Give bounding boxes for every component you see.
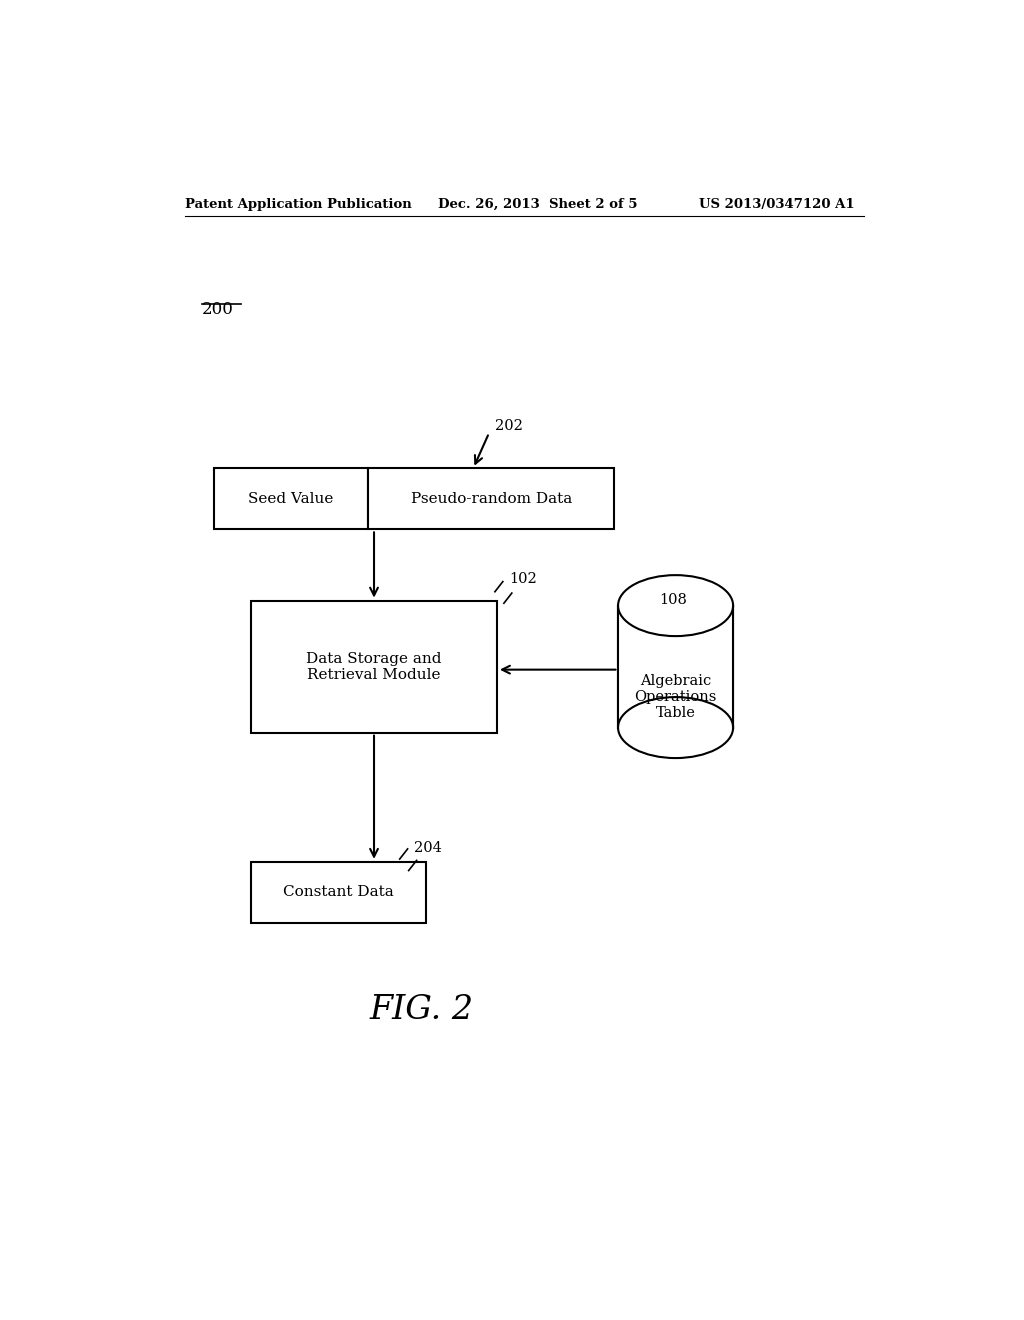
Ellipse shape xyxy=(618,576,733,636)
Bar xyxy=(618,606,733,727)
Text: 204: 204 xyxy=(414,841,441,854)
Ellipse shape xyxy=(618,697,733,758)
Text: 200: 200 xyxy=(202,301,233,318)
Bar xyxy=(251,601,497,733)
Text: Algebraic
Operations
Table: Algebraic Operations Table xyxy=(635,675,717,721)
Text: Seed Value: Seed Value xyxy=(249,492,334,506)
Bar xyxy=(251,862,426,923)
Text: US 2013/0347120 A1: US 2013/0347120 A1 xyxy=(699,198,855,211)
Text: Data Storage and
Retrieval Module: Data Storage and Retrieval Module xyxy=(306,652,441,681)
Text: 102: 102 xyxy=(509,573,537,586)
Text: Patent Application Publication: Patent Application Publication xyxy=(185,198,412,211)
Text: Pseudo-random Data: Pseudo-random Data xyxy=(411,492,572,506)
Bar xyxy=(369,469,614,529)
Text: 108: 108 xyxy=(659,593,687,607)
Text: FIG. 2: FIG. 2 xyxy=(370,994,474,1026)
Text: 202: 202 xyxy=(495,418,522,433)
Text: Dec. 26, 2013  Sheet 2 of 5: Dec. 26, 2013 Sheet 2 of 5 xyxy=(437,198,637,211)
Text: Constant Data: Constant Data xyxy=(283,886,393,899)
Bar xyxy=(214,469,369,529)
